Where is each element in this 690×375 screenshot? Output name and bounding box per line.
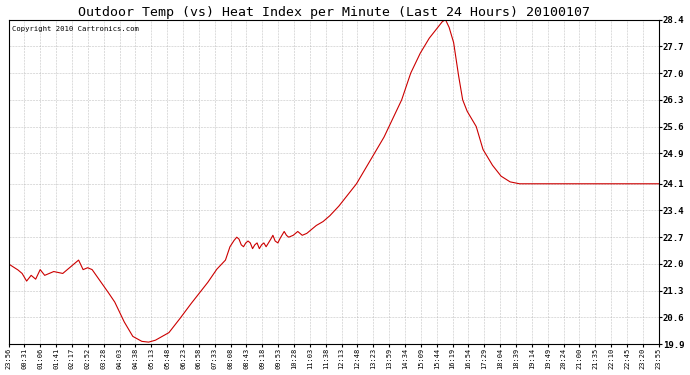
- Text: Copyright 2010 Cartronics.com: Copyright 2010 Cartronics.com: [12, 26, 139, 32]
- Title: Outdoor Temp (vs) Heat Index per Minute (Last 24 Hours) 20100107: Outdoor Temp (vs) Heat Index per Minute …: [78, 6, 590, 18]
